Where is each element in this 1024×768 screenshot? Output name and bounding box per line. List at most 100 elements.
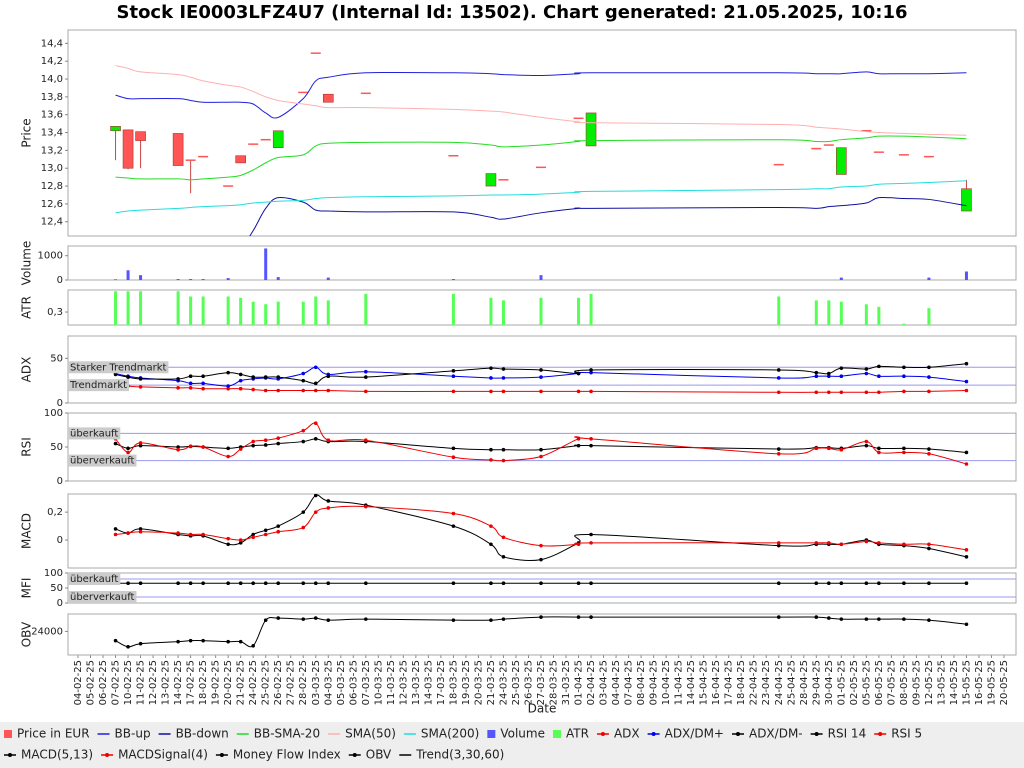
series-point [927, 452, 931, 456]
series-point [226, 639, 230, 644]
reference-label-box [68, 573, 121, 585]
x-tick-label: 08-05-25 [899, 660, 910, 705]
x-tick-label: 18-03-25 [448, 660, 459, 705]
series-point [313, 381, 318, 386]
series-point [113, 372, 118, 377]
series-point [263, 528, 268, 533]
x-tick-label: 07-02-25 [111, 660, 122, 705]
series-point [814, 370, 819, 375]
panel [67, 245, 1017, 281]
series-point [539, 368, 543, 372]
series-point [301, 371, 306, 376]
x-tick-label: 23-04-25 [761, 660, 772, 705]
series-point [902, 617, 906, 621]
series-point [927, 375, 931, 379]
series-point [864, 539, 869, 544]
reference-label-box [68, 454, 137, 467]
x-tick-label: 09-05-25 [911, 660, 922, 705]
legend-label: OBV [366, 748, 392, 762]
x-tick-label: 19-05-25 [986, 660, 997, 705]
bar [189, 279, 193, 280]
x-tick-label: 28-04-25 [799, 660, 810, 705]
y-tick-label: 100 [44, 568, 63, 579]
series-point [326, 388, 331, 393]
y-tick-label: 1000 [38, 251, 63, 262]
bar [326, 300, 330, 325]
series-point [451, 369, 456, 373]
x-tick-label: 06-02-25 [98, 660, 109, 705]
series-point [776, 543, 781, 548]
series-point [489, 389, 493, 394]
x-tick-label: 24-02-25 [248, 660, 259, 705]
x-tick-label: 22-04-25 [749, 660, 760, 705]
x-tick-label: 26-02-25 [273, 660, 284, 705]
series-point [263, 388, 268, 393]
bar [239, 297, 243, 325]
series-point [263, 581, 268, 585]
series-point [138, 527, 143, 531]
bar [864, 304, 868, 325]
series-point [138, 529, 143, 534]
series-point [489, 581, 493, 585]
series-point [201, 532, 205, 537]
series-point [126, 450, 130, 455]
legend-item: RSI 14 [810, 727, 866, 741]
series-line [115, 180, 967, 214]
x-tick-label: 24-03-25 [498, 660, 509, 705]
bar [251, 301, 255, 325]
bar [126, 291, 130, 325]
x-tick-label: 04-02-25 [73, 660, 84, 705]
series-point [138, 441, 143, 445]
x-tick-label: 28-03-25 [549, 660, 560, 705]
series-point [839, 374, 844, 379]
series-point [776, 390, 781, 395]
series-point [489, 366, 493, 370]
candle-body [110, 126, 121, 132]
y-axis-title: Volume [20, 241, 34, 286]
legend-item: Trend(3,30,60) [399, 748, 504, 762]
legend-item: Volume [487, 727, 545, 741]
x-tick-label: 31-03-25 [561, 660, 572, 705]
legend-label: Price in EUR [17, 727, 90, 741]
series-point [251, 387, 255, 392]
series-point [839, 617, 844, 621]
x-tick-label: 25-03-25 [511, 660, 522, 705]
x-tick-label: 15-05-25 [961, 660, 972, 705]
series-point [451, 524, 456, 528]
series-point [263, 438, 268, 443]
candle-body [272, 130, 284, 149]
series-point [238, 538, 243, 542]
series-point [188, 581, 193, 585]
series-point [827, 390, 831, 395]
series-point [301, 378, 306, 383]
series-point [326, 499, 331, 503]
bar [201, 279, 205, 280]
x-tick-label: 20-02-25 [223, 660, 234, 705]
series-point [238, 386, 243, 391]
x-tick-label: 21-02-25 [236, 660, 247, 705]
series-point [964, 388, 969, 393]
series-point [313, 616, 318, 620]
series-point [877, 450, 881, 455]
series-point [827, 541, 831, 545]
panel [67, 493, 1017, 569]
bar [777, 296, 781, 325]
series-point [827, 581, 831, 585]
series-point [276, 436, 281, 440]
x-tick-label: 06-03-25 [348, 660, 359, 705]
legend-label: BB-up [115, 727, 151, 741]
series-point [364, 369, 368, 374]
series-point [313, 437, 318, 441]
series-point [313, 421, 318, 426]
series-point [176, 386, 180, 390]
series-point [539, 375, 543, 379]
y-axis-title: ATR [20, 296, 34, 319]
series-point [238, 378, 243, 383]
series-point [263, 443, 268, 447]
series-point [301, 510, 306, 514]
series-point [251, 375, 255, 379]
series-point [451, 455, 456, 460]
series-point [364, 389, 368, 394]
x-tick-label: 13-02-25 [161, 660, 172, 705]
panel-content [114, 248, 968, 280]
